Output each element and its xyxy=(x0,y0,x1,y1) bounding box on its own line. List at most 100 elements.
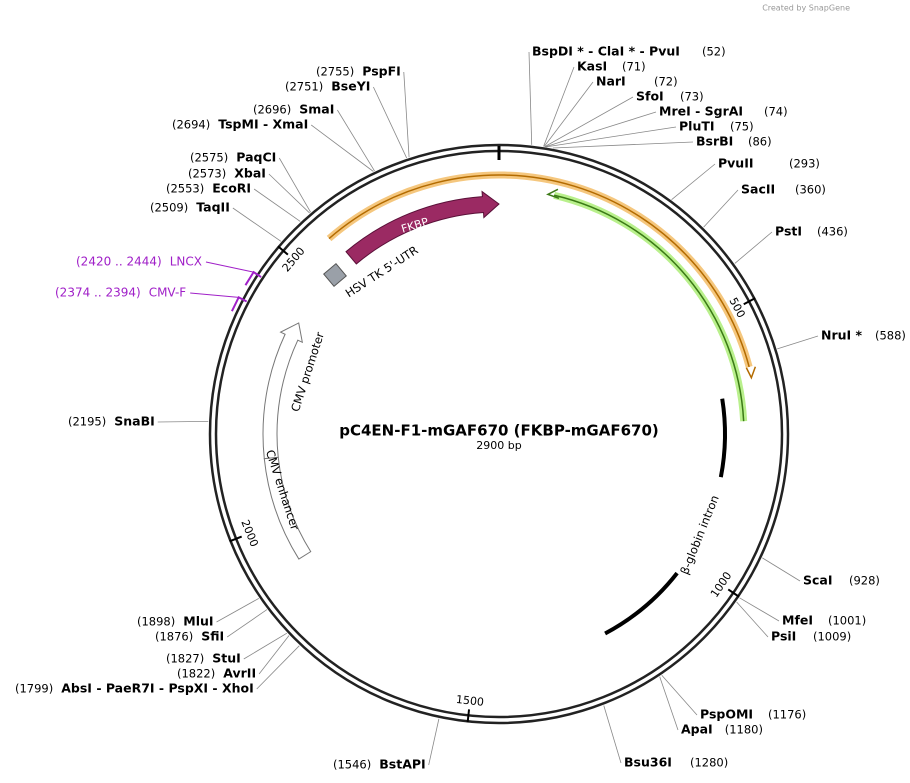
enzyme-leader xyxy=(703,189,739,228)
enzyme-site: (2755) xyxy=(316,65,354,79)
feature-fkbp xyxy=(345,190,500,265)
enzyme-site: (52) xyxy=(702,45,726,59)
enzyme-site: (72) xyxy=(654,75,678,89)
enzyme-name: TspMI - XmaI xyxy=(218,117,308,132)
enzyme-site: (2553) xyxy=(166,182,204,196)
backbone-outer xyxy=(208,143,790,725)
enzyme-name: NarI xyxy=(596,74,626,89)
tick-label: 1500 xyxy=(455,693,484,709)
enzyme-site: (2509) xyxy=(150,201,188,215)
enzyme-name: SfoI xyxy=(636,89,664,104)
enzyme-leader xyxy=(157,420,209,423)
enzyme-name: ScaI xyxy=(803,573,833,588)
enzyme-name: ApaI xyxy=(681,722,713,737)
enzyme-name: PluTI xyxy=(679,119,715,134)
enzyme-name: PvuII xyxy=(718,156,754,171)
enzyme-leader xyxy=(232,207,282,242)
enzyme-leader xyxy=(337,109,375,172)
credit: Created by SnapGene xyxy=(762,4,850,13)
enzyme-site: (588) xyxy=(875,329,906,343)
enzyme-site: (1876) xyxy=(155,630,193,644)
enzyme-site: (71) xyxy=(622,60,646,74)
enzyme-name: SacII xyxy=(741,182,775,197)
feature-intron xyxy=(718,398,727,478)
enzyme-leader xyxy=(243,632,288,660)
enzyme-site: (436) xyxy=(817,225,848,239)
enzyme-site: (2696) xyxy=(253,103,291,117)
enzyme-name: EcoRI xyxy=(212,181,251,196)
enzyme-leader xyxy=(546,126,677,148)
feature-label: β-globin intron xyxy=(677,493,722,576)
feature-arc-green xyxy=(553,191,748,422)
tick-mark xyxy=(466,709,471,723)
feature-hsv xyxy=(323,263,347,287)
enzyme-site: (1898) xyxy=(137,615,175,629)
enzyme-leader xyxy=(543,81,594,147)
enzyme-site: (2575) xyxy=(190,151,228,165)
enzyme-leader xyxy=(762,557,801,582)
enzyme-name: MfeI xyxy=(782,613,813,628)
enzyme-name: PspOMI xyxy=(700,707,753,722)
tick-mark xyxy=(727,588,740,598)
enzyme-site: (75) xyxy=(730,120,754,134)
enzyme-leader xyxy=(671,163,716,201)
enzyme-leader xyxy=(253,188,301,222)
arrow-head xyxy=(546,188,560,200)
enzyme-leader xyxy=(216,597,260,623)
enzyme-site: (1799) xyxy=(15,682,53,696)
enzyme-site: (1001) xyxy=(828,614,866,628)
feature-intron xyxy=(604,571,679,636)
enzyme-leader xyxy=(736,601,769,638)
tick-mark xyxy=(743,297,756,306)
feature-arc-green-core xyxy=(553,194,745,422)
enzyme-site: (2195) xyxy=(68,415,106,429)
enzyme-leader xyxy=(661,674,698,716)
enzyme-name: MluI xyxy=(183,614,213,629)
enzyme-site: (86) xyxy=(748,135,772,149)
primer-site: (2420 .. 2444) xyxy=(76,255,162,269)
enzyme-leader xyxy=(659,676,679,731)
enzyme-leader xyxy=(373,86,408,159)
map-title: pC4EN-F1-mGAF670 (FKBP-mGAF670) xyxy=(339,422,659,440)
enzyme-site: (1546) xyxy=(333,758,371,772)
enzyme-leader xyxy=(552,141,694,149)
enzyme-site: (2573) xyxy=(188,167,226,181)
enzyme-site: (1280) xyxy=(690,756,728,770)
primer-site: (2374 .. 2394) xyxy=(55,286,141,300)
enzyme-leader xyxy=(226,609,268,638)
enzyme-leader xyxy=(403,71,410,158)
enzyme-name: NruI * xyxy=(821,328,863,343)
enzyme-site: (1822) xyxy=(177,667,215,681)
enzyme-leader xyxy=(544,96,634,147)
enzyme-leader xyxy=(268,173,310,214)
arrow-head xyxy=(745,366,757,380)
enzyme-leader xyxy=(528,51,533,145)
enzyme-name: BsrBI xyxy=(696,134,733,149)
primer-leader xyxy=(205,261,254,273)
primer-mark xyxy=(244,270,262,286)
feature-cmv-promoter xyxy=(262,322,304,460)
primer-name: CMV-F xyxy=(149,286,187,300)
enzyme-site: (2751) xyxy=(285,80,323,94)
enzyme-name: PspFI xyxy=(362,64,401,79)
enzyme-name: AbsI - PaeR7I - PspXI - XhoI xyxy=(61,681,254,696)
enzyme-site: (1180) xyxy=(725,723,763,737)
enzyme-site: (73) xyxy=(680,90,704,104)
enzyme-name: Bsu36I xyxy=(624,755,672,770)
primer-name: LNCX xyxy=(170,255,202,269)
tick-mark xyxy=(229,535,243,543)
enzyme-name: XbaI xyxy=(234,166,266,181)
tick-label: 2000 xyxy=(238,518,260,549)
enzyme-name: BspDI * - ClaI * - PvuI xyxy=(532,44,680,59)
enzyme-leader xyxy=(734,231,773,264)
enzyme-leader xyxy=(739,597,780,622)
enzyme-name: PaqCI xyxy=(236,150,276,165)
enzyme-leader xyxy=(258,635,290,675)
enzyme-leader xyxy=(777,335,819,350)
tick-mark xyxy=(277,245,289,256)
enzyme-leader xyxy=(545,111,657,148)
enzyme-name: SnaBI xyxy=(114,414,155,429)
enzyme-leader xyxy=(278,157,311,213)
